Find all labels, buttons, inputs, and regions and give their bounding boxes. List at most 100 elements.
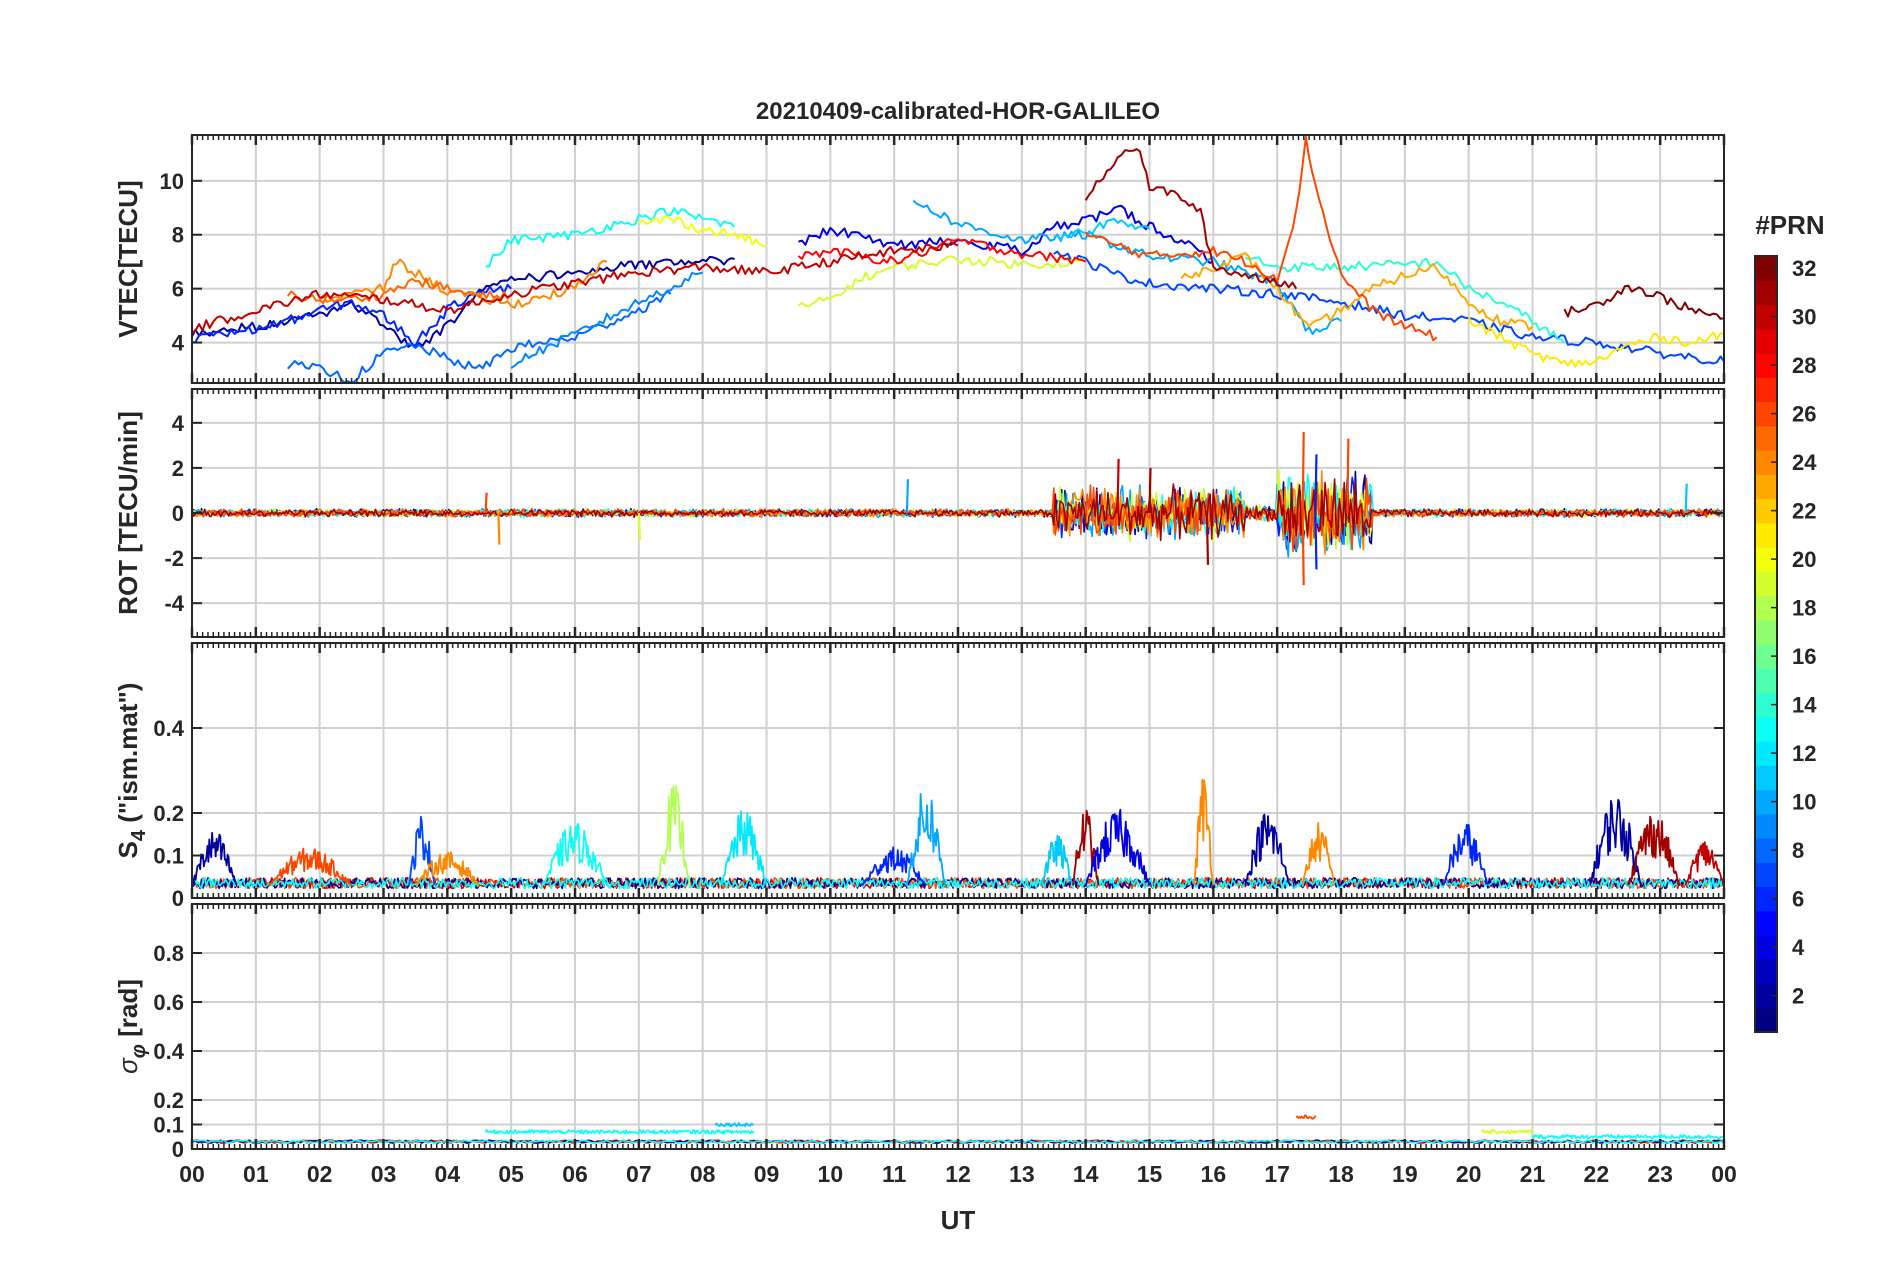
x-axis-label: UT (941, 1205, 976, 1235)
colorbar-segment (1755, 522, 1777, 548)
colorbar-tick-label: 2 (1792, 984, 1804, 1009)
s4-burst-prn-24 (1301, 821, 1336, 886)
colorbar-tick-label: 30 (1792, 305, 1816, 330)
rot-spike (637, 512, 641, 541)
x-tick-label: 19 (1392, 1161, 1418, 1187)
rot-spike (1148, 467, 1152, 514)
s4-burst-prn-11 (1040, 834, 1074, 886)
s4-burst-prn-31 (1072, 809, 1100, 886)
colorbar-segment (1755, 474, 1777, 500)
colorbar-segment (1755, 377, 1777, 403)
x-tick-label: 16 (1201, 1161, 1227, 1187)
x-tick-label: 00 (179, 1161, 205, 1187)
y-axis-label-sub: φ (128, 1044, 150, 1058)
s4-baseline-prn-13 (192, 876, 1724, 890)
colorbar-tick-label: 32 (1792, 256, 1816, 281)
rot-spike (484, 492, 488, 514)
panel-ticks (190, 389, 1726, 637)
panel-grid (191, 643, 1725, 899)
series-prn-19 (797, 255, 1087, 308)
y-tick-label: 4 (172, 411, 185, 436)
panel-data (192, 431, 1724, 586)
s4-burst-prn-18 (657, 785, 691, 886)
panel-ticks (190, 643, 1726, 899)
colorbar-tick-label: 4 (1792, 935, 1805, 960)
colorbar-segment (1755, 353, 1777, 378)
s4-baseline-prn-2 (192, 876, 1724, 890)
colorbar-segment (1755, 765, 1777, 791)
colorbar-segment (1755, 813, 1777, 839)
rot-spike (1301, 512, 1305, 586)
colorbar-tick-label: 14 (1792, 693, 1817, 718)
x-tick-label: 13 (1009, 1161, 1035, 1187)
x-tick-label: 23 (1647, 1161, 1673, 1187)
rot-spike (1205, 512, 1210, 565)
y-tick-label: 0.1 (153, 1113, 184, 1138)
x-tick-label: 03 (371, 1161, 397, 1187)
colorbar-segment (1755, 256, 1777, 281)
colorbar-tick-label: 12 (1792, 741, 1816, 766)
sigma-bump-prn-19 (1480, 1129, 1534, 1135)
colorbar-segment (1755, 716, 1777, 742)
x-tick-label: 21 (1520, 1161, 1546, 1187)
x-tick-labels: 00 01 02 03 04 05 06 07 08 09 10 11 12 13 14 15 16 17 18 19… (179, 1161, 1737, 1187)
x-tick-label: 08 (690, 1161, 716, 1187)
series-prn-9 (510, 271, 703, 369)
y-axis-label-rest: ("ism.mat") (113, 683, 143, 830)
s4-burst-prn-26 (267, 847, 353, 886)
s4-burst-prn-4 (1084, 808, 1151, 886)
y-tick-label: 0.4 (153, 716, 184, 741)
y-axis-label-rot: ROT [TECU/min] (113, 411, 143, 615)
y-axis-label-sigma_phi: σφ [rad] (113, 979, 150, 1074)
s4-burst-prn-6 (861, 846, 927, 886)
chart-title: 20210409-calibrated-HOR-GALILEO (756, 98, 1160, 125)
x-tick-label: 02 (307, 1161, 333, 1187)
colorbar-frame (1754, 255, 1778, 1033)
s4-burst-prn-7 (408, 815, 436, 886)
colorbar-tick-label: 16 (1792, 644, 1816, 669)
colorbar-segment (1755, 280, 1777, 306)
colorbar-segment (1755, 668, 1777, 694)
panel-ticks (190, 135, 1726, 383)
colorbar-title: #PRN (1755, 210, 1824, 240)
s4-burst-prn-24 (1193, 778, 1215, 886)
s4-burst-prn-2 (1589, 798, 1642, 886)
x-tick-label: 10 (818, 1161, 844, 1187)
rot-noise-prn-31 (192, 478, 1723, 543)
colorbar-tick-label: 18 (1792, 596, 1816, 621)
rot-spike (1116, 458, 1120, 514)
s4-burst-prn-24 (414, 851, 480, 886)
series-prn-20 (638, 215, 767, 247)
x-tick-label: 17 (1264, 1161, 1290, 1187)
x-tick-label: 18 (1328, 1161, 1354, 1187)
panel-s4: 0 0.1 0.2 0.4S4 ("ism.mat") (113, 642, 1726, 911)
sigma-bump-prn-11 (714, 1122, 754, 1128)
series-prn-11 (1053, 217, 1151, 241)
colorbar-segment (1755, 886, 1777, 912)
y-tick-label: 4 (172, 331, 185, 356)
x-tick-label: 20 (1456, 1161, 1482, 1187)
series-prn-25 (286, 277, 513, 305)
colorbar-segment (1755, 328, 1777, 354)
y-tick-label: 2 (172, 456, 184, 481)
series-prn-23 (1180, 252, 1534, 331)
x-tick-label: 14 (1073, 1161, 1099, 1187)
colorbar-segment (1755, 692, 1777, 718)
s4-burst-prn-10 (906, 793, 947, 886)
colorbar-segment (1755, 498, 1777, 524)
y-tick-label: 0.2 (153, 1088, 184, 1113)
y-axis-label-vtec: VTEC[TECU] (113, 180, 143, 337)
panel-rot: -4 -2 0 2 4 ROT [TECU/min] (113, 388, 1726, 638)
rot-spike (1314, 512, 1318, 570)
colorbar-segment (1755, 619, 1777, 645)
sigma-bump-prn-13 (484, 1129, 755, 1135)
colorbar-segment (1755, 450, 1777, 475)
colorbar-segment (1755, 910, 1777, 936)
y-axis-label-sigma: σ (113, 1057, 143, 1074)
y-axis-label-rest: [rad] (113, 979, 143, 1044)
colorbar-segment (1755, 401, 1777, 427)
colorbar-tick-label: 24 (1792, 450, 1817, 475)
panel-vtec: 4 6 8 10 VTEC[TECU] (113, 134, 1726, 384)
